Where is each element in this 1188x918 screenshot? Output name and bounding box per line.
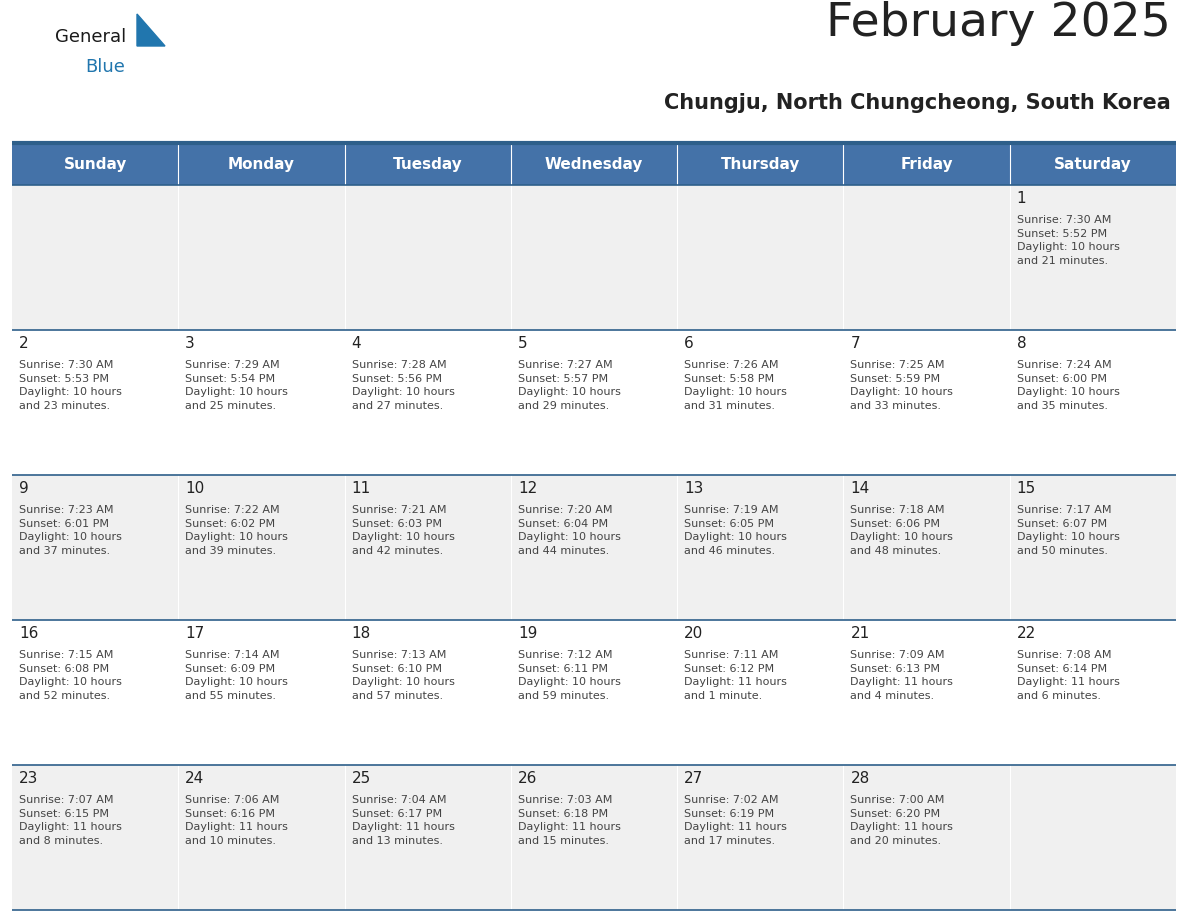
Text: 25: 25 [352, 771, 371, 786]
Text: Saturday: Saturday [1054, 156, 1132, 172]
Text: Sunday: Sunday [63, 156, 127, 172]
Bar [511, 143, 677, 185]
Text: Sunrise: 7:21 AM
Sunset: 6:03 PM
Daylight: 10 hours
and 42 minutes.: Sunrise: 7:21 AM Sunset: 6:03 PM Dayligh… [352, 505, 455, 555]
Text: 11: 11 [352, 481, 371, 496]
Bar [1010, 143, 1176, 185]
Text: 24: 24 [185, 771, 204, 786]
Text: 20: 20 [684, 626, 703, 641]
Text: Wednesday: Wednesday [545, 156, 643, 172]
Text: Sunrise: 7:17 AM
Sunset: 6:07 PM
Daylight: 10 hours
and 50 minutes.: Sunrise: 7:17 AM Sunset: 6:07 PM Dayligh… [1017, 505, 1119, 555]
Text: Sunrise: 7:28 AM
Sunset: 5:56 PM
Daylight: 10 hours
and 27 minutes.: Sunrise: 7:28 AM Sunset: 5:56 PM Dayligh… [352, 360, 455, 410]
Text: Sunrise: 7:26 AM
Sunset: 5:58 PM
Daylight: 10 hours
and 31 minutes.: Sunrise: 7:26 AM Sunset: 5:58 PM Dayligh… [684, 360, 786, 410]
Text: 17: 17 [185, 626, 204, 641]
Text: Sunrise: 7:15 AM
Sunset: 6:08 PM
Daylight: 10 hours
and 52 minutes.: Sunrise: 7:15 AM Sunset: 6:08 PM Dayligh… [19, 650, 122, 700]
Text: Sunrise: 7:30 AM
Sunset: 5:53 PM
Daylight: 10 hours
and 23 minutes.: Sunrise: 7:30 AM Sunset: 5:53 PM Dayligh… [19, 360, 122, 410]
Text: Sunrise: 7:06 AM
Sunset: 6:16 PM
Daylight: 11 hours
and 10 minutes.: Sunrise: 7:06 AM Sunset: 6:16 PM Dayligh… [185, 795, 289, 845]
Text: 21: 21 [851, 626, 870, 641]
Bar [345, 143, 511, 185]
Text: Sunrise: 7:11 AM
Sunset: 6:12 PM
Daylight: 11 hours
and 1 minute.: Sunrise: 7:11 AM Sunset: 6:12 PM Dayligh… [684, 650, 786, 700]
Text: Sunrise: 7:12 AM
Sunset: 6:11 PM
Daylight: 10 hours
and 59 minutes.: Sunrise: 7:12 AM Sunset: 6:11 PM Dayligh… [518, 650, 621, 700]
Text: 6: 6 [684, 336, 694, 351]
Text: 18: 18 [352, 626, 371, 641]
Text: Sunrise: 7:09 AM
Sunset: 6:13 PM
Daylight: 11 hours
and 4 minutes.: Sunrise: 7:09 AM Sunset: 6:13 PM Dayligh… [851, 650, 953, 700]
Text: 23: 23 [19, 771, 38, 786]
Text: Sunrise: 7:19 AM
Sunset: 6:05 PM
Daylight: 10 hours
and 46 minutes.: Sunrise: 7:19 AM Sunset: 6:05 PM Dayligh… [684, 505, 786, 555]
Text: Thursday: Thursday [721, 156, 800, 172]
Text: Sunrise: 7:20 AM
Sunset: 6:04 PM
Daylight: 10 hours
and 44 minutes.: Sunrise: 7:20 AM Sunset: 6:04 PM Dayligh… [518, 505, 621, 555]
Text: Sunrise: 7:02 AM
Sunset: 6:19 PM
Daylight: 11 hours
and 17 minutes.: Sunrise: 7:02 AM Sunset: 6:19 PM Dayligh… [684, 795, 786, 845]
Bar [12, 620, 1176, 765]
Bar [12, 330, 1176, 475]
Bar [12, 475, 1176, 620]
Text: 15: 15 [1017, 481, 1036, 496]
Bar [12, 143, 178, 185]
Text: Sunrise: 7:30 AM
Sunset: 5:52 PM
Daylight: 10 hours
and 21 minutes.: Sunrise: 7:30 AM Sunset: 5:52 PM Dayligh… [1017, 215, 1119, 266]
Text: 4: 4 [352, 336, 361, 351]
Text: Sunrise: 7:13 AM
Sunset: 6:10 PM
Daylight: 10 hours
and 57 minutes.: Sunrise: 7:13 AM Sunset: 6:10 PM Dayligh… [352, 650, 455, 700]
Text: 27: 27 [684, 771, 703, 786]
Text: Blue: Blue [86, 58, 125, 76]
Text: Sunrise: 7:18 AM
Sunset: 6:06 PM
Daylight: 10 hours
and 48 minutes.: Sunrise: 7:18 AM Sunset: 6:06 PM Dayligh… [851, 505, 953, 555]
Text: Chungju, North Chungcheong, South Korea: Chungju, North Chungcheong, South Korea [664, 93, 1171, 113]
Text: Tuesday: Tuesday [393, 156, 462, 172]
Text: Sunrise: 7:08 AM
Sunset: 6:14 PM
Daylight: 11 hours
and 6 minutes.: Sunrise: 7:08 AM Sunset: 6:14 PM Dayligh… [1017, 650, 1119, 700]
Text: 28: 28 [851, 771, 870, 786]
Text: Sunrise: 7:04 AM
Sunset: 6:17 PM
Daylight: 11 hours
and 13 minutes.: Sunrise: 7:04 AM Sunset: 6:17 PM Dayligh… [352, 795, 455, 845]
Text: Sunrise: 7:07 AM
Sunset: 6:15 PM
Daylight: 11 hours
and 8 minutes.: Sunrise: 7:07 AM Sunset: 6:15 PM Dayligh… [19, 795, 122, 845]
Text: 16: 16 [19, 626, 38, 641]
Text: Monday: Monday [228, 156, 295, 172]
Text: 9: 9 [19, 481, 29, 496]
Text: Sunrise: 7:25 AM
Sunset: 5:59 PM
Daylight: 10 hours
and 33 minutes.: Sunrise: 7:25 AM Sunset: 5:59 PM Dayligh… [851, 360, 953, 410]
Text: 1: 1 [1017, 191, 1026, 206]
Text: 22: 22 [1017, 626, 1036, 641]
Text: 5: 5 [518, 336, 527, 351]
Text: 26: 26 [518, 771, 537, 786]
Text: 14: 14 [851, 481, 870, 496]
Text: 8: 8 [1017, 336, 1026, 351]
Text: 10: 10 [185, 481, 204, 496]
Text: 7: 7 [851, 336, 860, 351]
Text: 19: 19 [518, 626, 537, 641]
Text: 13: 13 [684, 481, 703, 496]
Text: General: General [55, 28, 126, 46]
Text: February 2025: February 2025 [826, 1, 1171, 46]
Text: 3: 3 [185, 336, 195, 351]
Text: Sunrise: 7:27 AM
Sunset: 5:57 PM
Daylight: 10 hours
and 29 minutes.: Sunrise: 7:27 AM Sunset: 5:57 PM Dayligh… [518, 360, 621, 410]
Text: Sunrise: 7:00 AM
Sunset: 6:20 PM
Daylight: 11 hours
and 20 minutes.: Sunrise: 7:00 AM Sunset: 6:20 PM Dayligh… [851, 795, 953, 845]
Text: Sunrise: 7:03 AM
Sunset: 6:18 PM
Daylight: 11 hours
and 15 minutes.: Sunrise: 7:03 AM Sunset: 6:18 PM Dayligh… [518, 795, 621, 845]
Polygon shape [137, 14, 165, 46]
Bar [12, 765, 1176, 910]
Bar [178, 143, 345, 185]
Text: Sunrise: 7:22 AM
Sunset: 6:02 PM
Daylight: 10 hours
and 39 minutes.: Sunrise: 7:22 AM Sunset: 6:02 PM Dayligh… [185, 505, 289, 555]
Text: Sunrise: 7:24 AM
Sunset: 6:00 PM
Daylight: 10 hours
and 35 minutes.: Sunrise: 7:24 AM Sunset: 6:00 PM Dayligh… [1017, 360, 1119, 410]
Text: 12: 12 [518, 481, 537, 496]
Text: Sunrise: 7:29 AM
Sunset: 5:54 PM
Daylight: 10 hours
and 25 minutes.: Sunrise: 7:29 AM Sunset: 5:54 PM Dayligh… [185, 360, 289, 410]
Text: Sunrise: 7:23 AM
Sunset: 6:01 PM
Daylight: 10 hours
and 37 minutes.: Sunrise: 7:23 AM Sunset: 6:01 PM Dayligh… [19, 505, 122, 555]
Text: 2: 2 [19, 336, 29, 351]
Text: Friday: Friday [901, 156, 953, 172]
Bar [843, 143, 1010, 185]
Bar [12, 185, 1176, 330]
Text: Sunrise: 7:14 AM
Sunset: 6:09 PM
Daylight: 10 hours
and 55 minutes.: Sunrise: 7:14 AM Sunset: 6:09 PM Dayligh… [185, 650, 289, 700]
Bar [677, 143, 843, 185]
